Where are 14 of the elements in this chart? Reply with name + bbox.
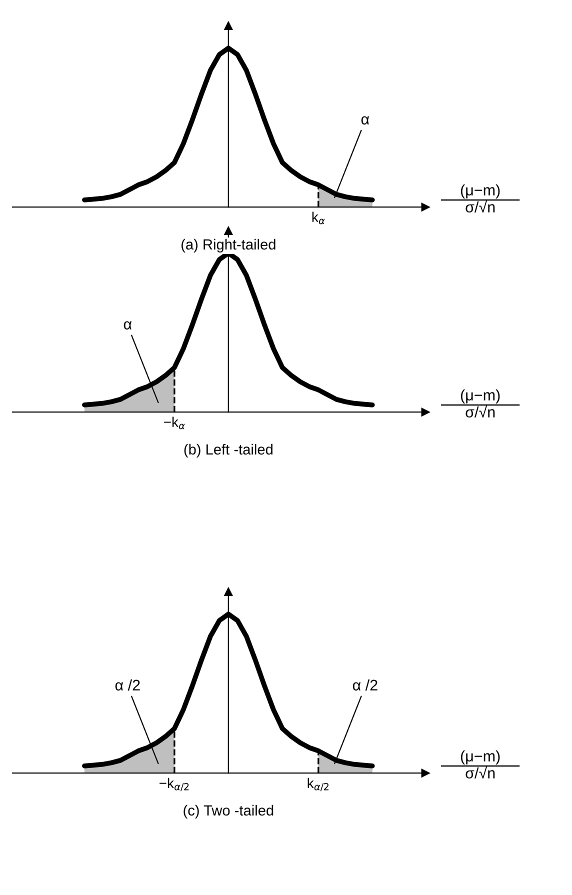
text: −k$_{α/2}$	[160, 778, 189, 792]
x-axis-title: (μ−m) σ/√n	[460, 750, 500, 779]
text: k$_{α/2}$	[308, 778, 328, 792]
text: (c) Two -tailed	[184, 804, 274, 818]
x-axis-title: (μ−m) σ/√n	[460, 389, 500, 418]
x-axis-title: (μ−m) σ/√n	[460, 184, 500, 213]
text: (b) Left -tailed	[184, 444, 272, 458]
annotation: α	[361, 116, 370, 125]
annotation: α /2	[352, 679, 378, 691]
text: (a) Right-tailed	[182, 238, 276, 252]
text: k$_{α}$	[312, 212, 325, 224]
annotation: α	[124, 321, 132, 330]
text: −k$_{α}$	[164, 416, 185, 430]
annotation: α /2	[115, 679, 140, 691]
